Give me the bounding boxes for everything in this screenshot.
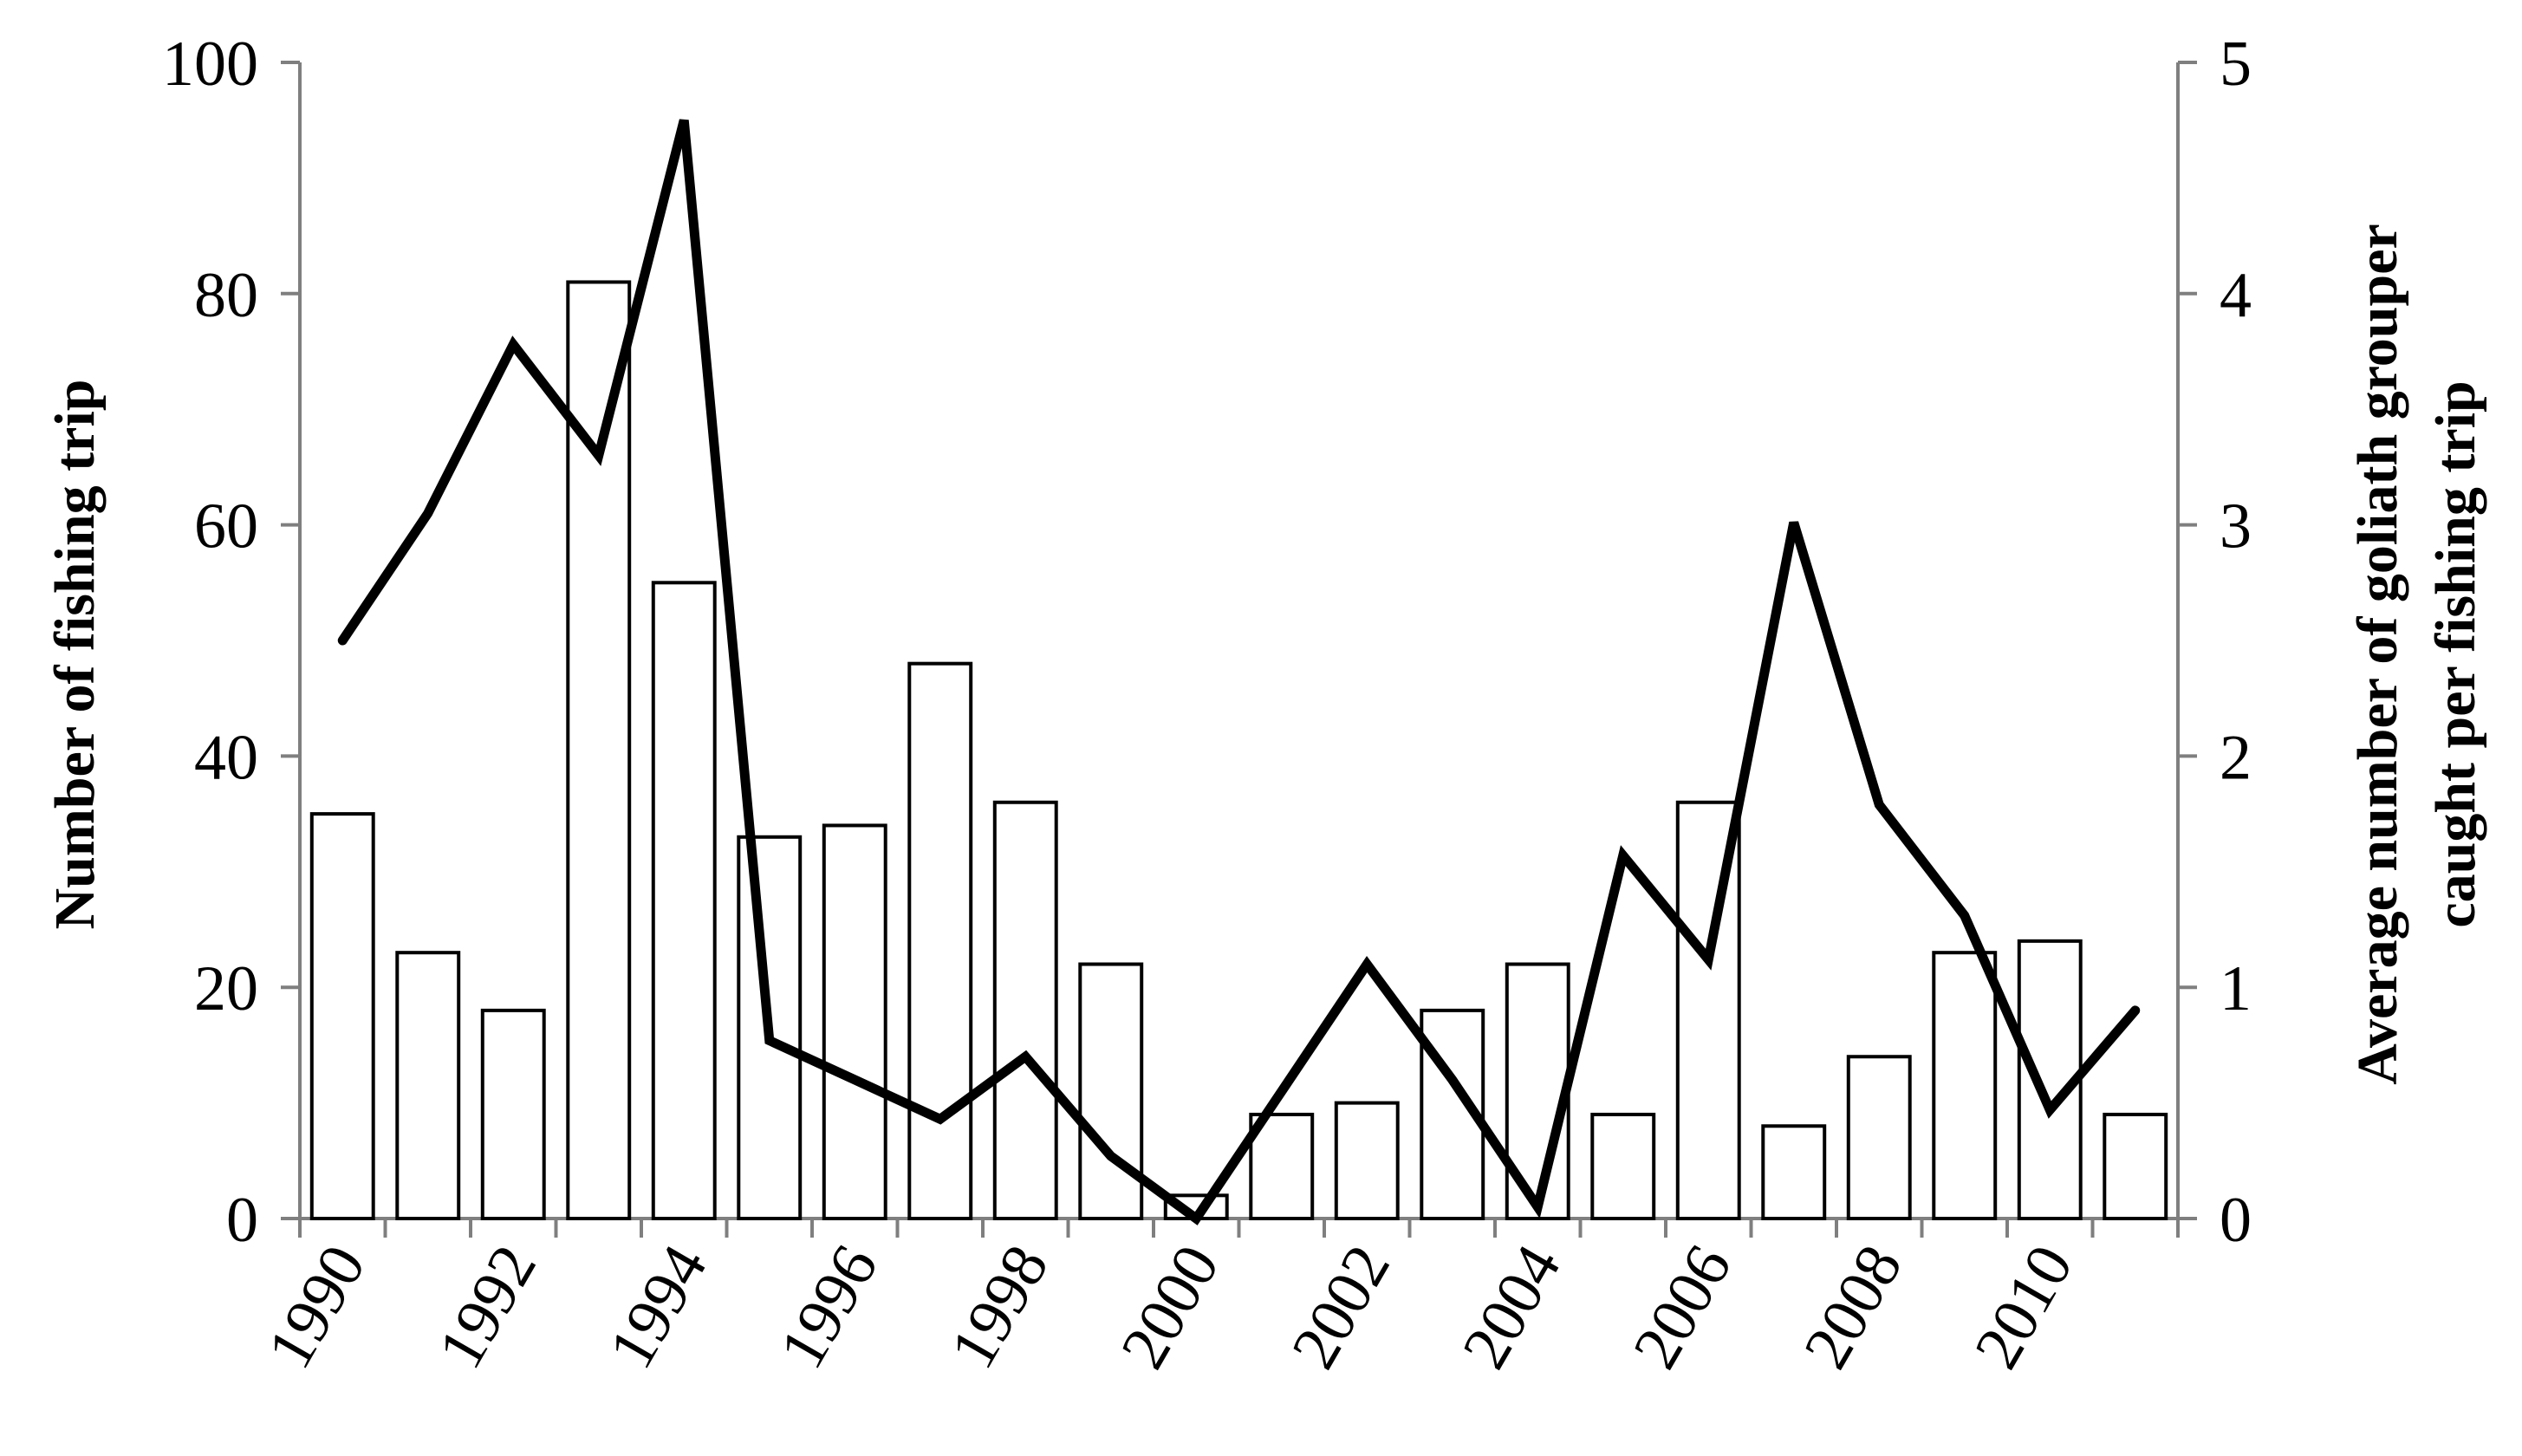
bar	[1761, 1124, 1827, 1221]
y-tick-label: 40	[194, 722, 258, 793]
line-point	[1964, 914, 1966, 916]
y2-tick-label: 5	[2220, 29, 2252, 100]
line-series	[337, 119, 2141, 1225]
bar	[992, 800, 1058, 1220]
bar	[907, 661, 973, 1220]
bar	[822, 823, 887, 1220]
y2-tick-label: 3	[2220, 491, 2252, 562]
line-point	[341, 640, 343, 641]
line-point	[427, 512, 429, 514]
line-point	[1622, 855, 1624, 856]
x-tick-label: 2010	[1961, 1234, 2087, 1381]
x-tick-label: 2004	[1449, 1234, 1575, 1381]
x-tick-label: 2000	[1108, 1234, 1233, 1381]
bar	[2103, 1112, 2168, 1220]
y-axis-title: Number of fishing trip	[43, 380, 107, 930]
bar	[480, 1008, 546, 1220]
y2-tick-label: 2	[2220, 722, 2252, 793]
line-point	[1707, 959, 1709, 960]
line-point	[2049, 1109, 2051, 1111]
line-point	[598, 455, 600, 457]
line-point	[1452, 1079, 1453, 1081]
bar	[1249, 1112, 1315, 1220]
bar	[309, 812, 375, 1220]
bar	[395, 951, 461, 1221]
x-tick-label: 2002	[1278, 1234, 1404, 1381]
x-tick-label: 1994	[595, 1234, 721, 1381]
line-point	[939, 1118, 941, 1120]
y-tick-label: 60	[194, 491, 258, 562]
bar	[1846, 1055, 1912, 1220]
x-tick-label: 1998	[937, 1234, 1063, 1381]
y2-tick-label: 0	[2220, 1185, 2252, 1256]
line-point	[1793, 522, 1795, 523]
y-tick-label: 80	[194, 260, 258, 331]
y2-tick-label: 1	[2220, 953, 2252, 1024]
y-tick-label: 100	[162, 29, 258, 100]
line-path	[337, 119, 2141, 1225]
bar	[1078, 962, 1144, 1221]
line-point	[1537, 1206, 1538, 1208]
bar	[651, 581, 717, 1220]
line-point	[769, 1040, 770, 1042]
x-tick-label: 2006	[1620, 1234, 1745, 1381]
bar	[1932, 951, 1998, 1221]
bar-series	[309, 280, 2168, 1221]
x-tick-label: 2008	[1791, 1234, 1916, 1381]
line-point	[1281, 1090, 1283, 1092]
x-tick-label: 1992	[425, 1234, 550, 1381]
line-point	[1878, 803, 1880, 805]
bar	[1590, 1112, 1656, 1220]
y-tick-label: 0	[226, 1185, 258, 1256]
x-tick-label: 1990	[254, 1234, 380, 1381]
y2-axis-title-line-2: caught per fishing trip	[2424, 380, 2487, 927]
y2-axis-title-line-1: Average number of goliath grouper	[2346, 224, 2409, 1085]
line-point	[512, 343, 514, 345]
line-point	[1024, 1056, 1026, 1057]
line-point	[1110, 1155, 1112, 1157]
y2-tick-label: 4	[2220, 260, 2252, 331]
y-tick-label: 20	[194, 953, 258, 1024]
bar	[1334, 1101, 1400, 1220]
line-point	[1366, 964, 1368, 965]
x-tick-label: 1996	[766, 1234, 892, 1381]
